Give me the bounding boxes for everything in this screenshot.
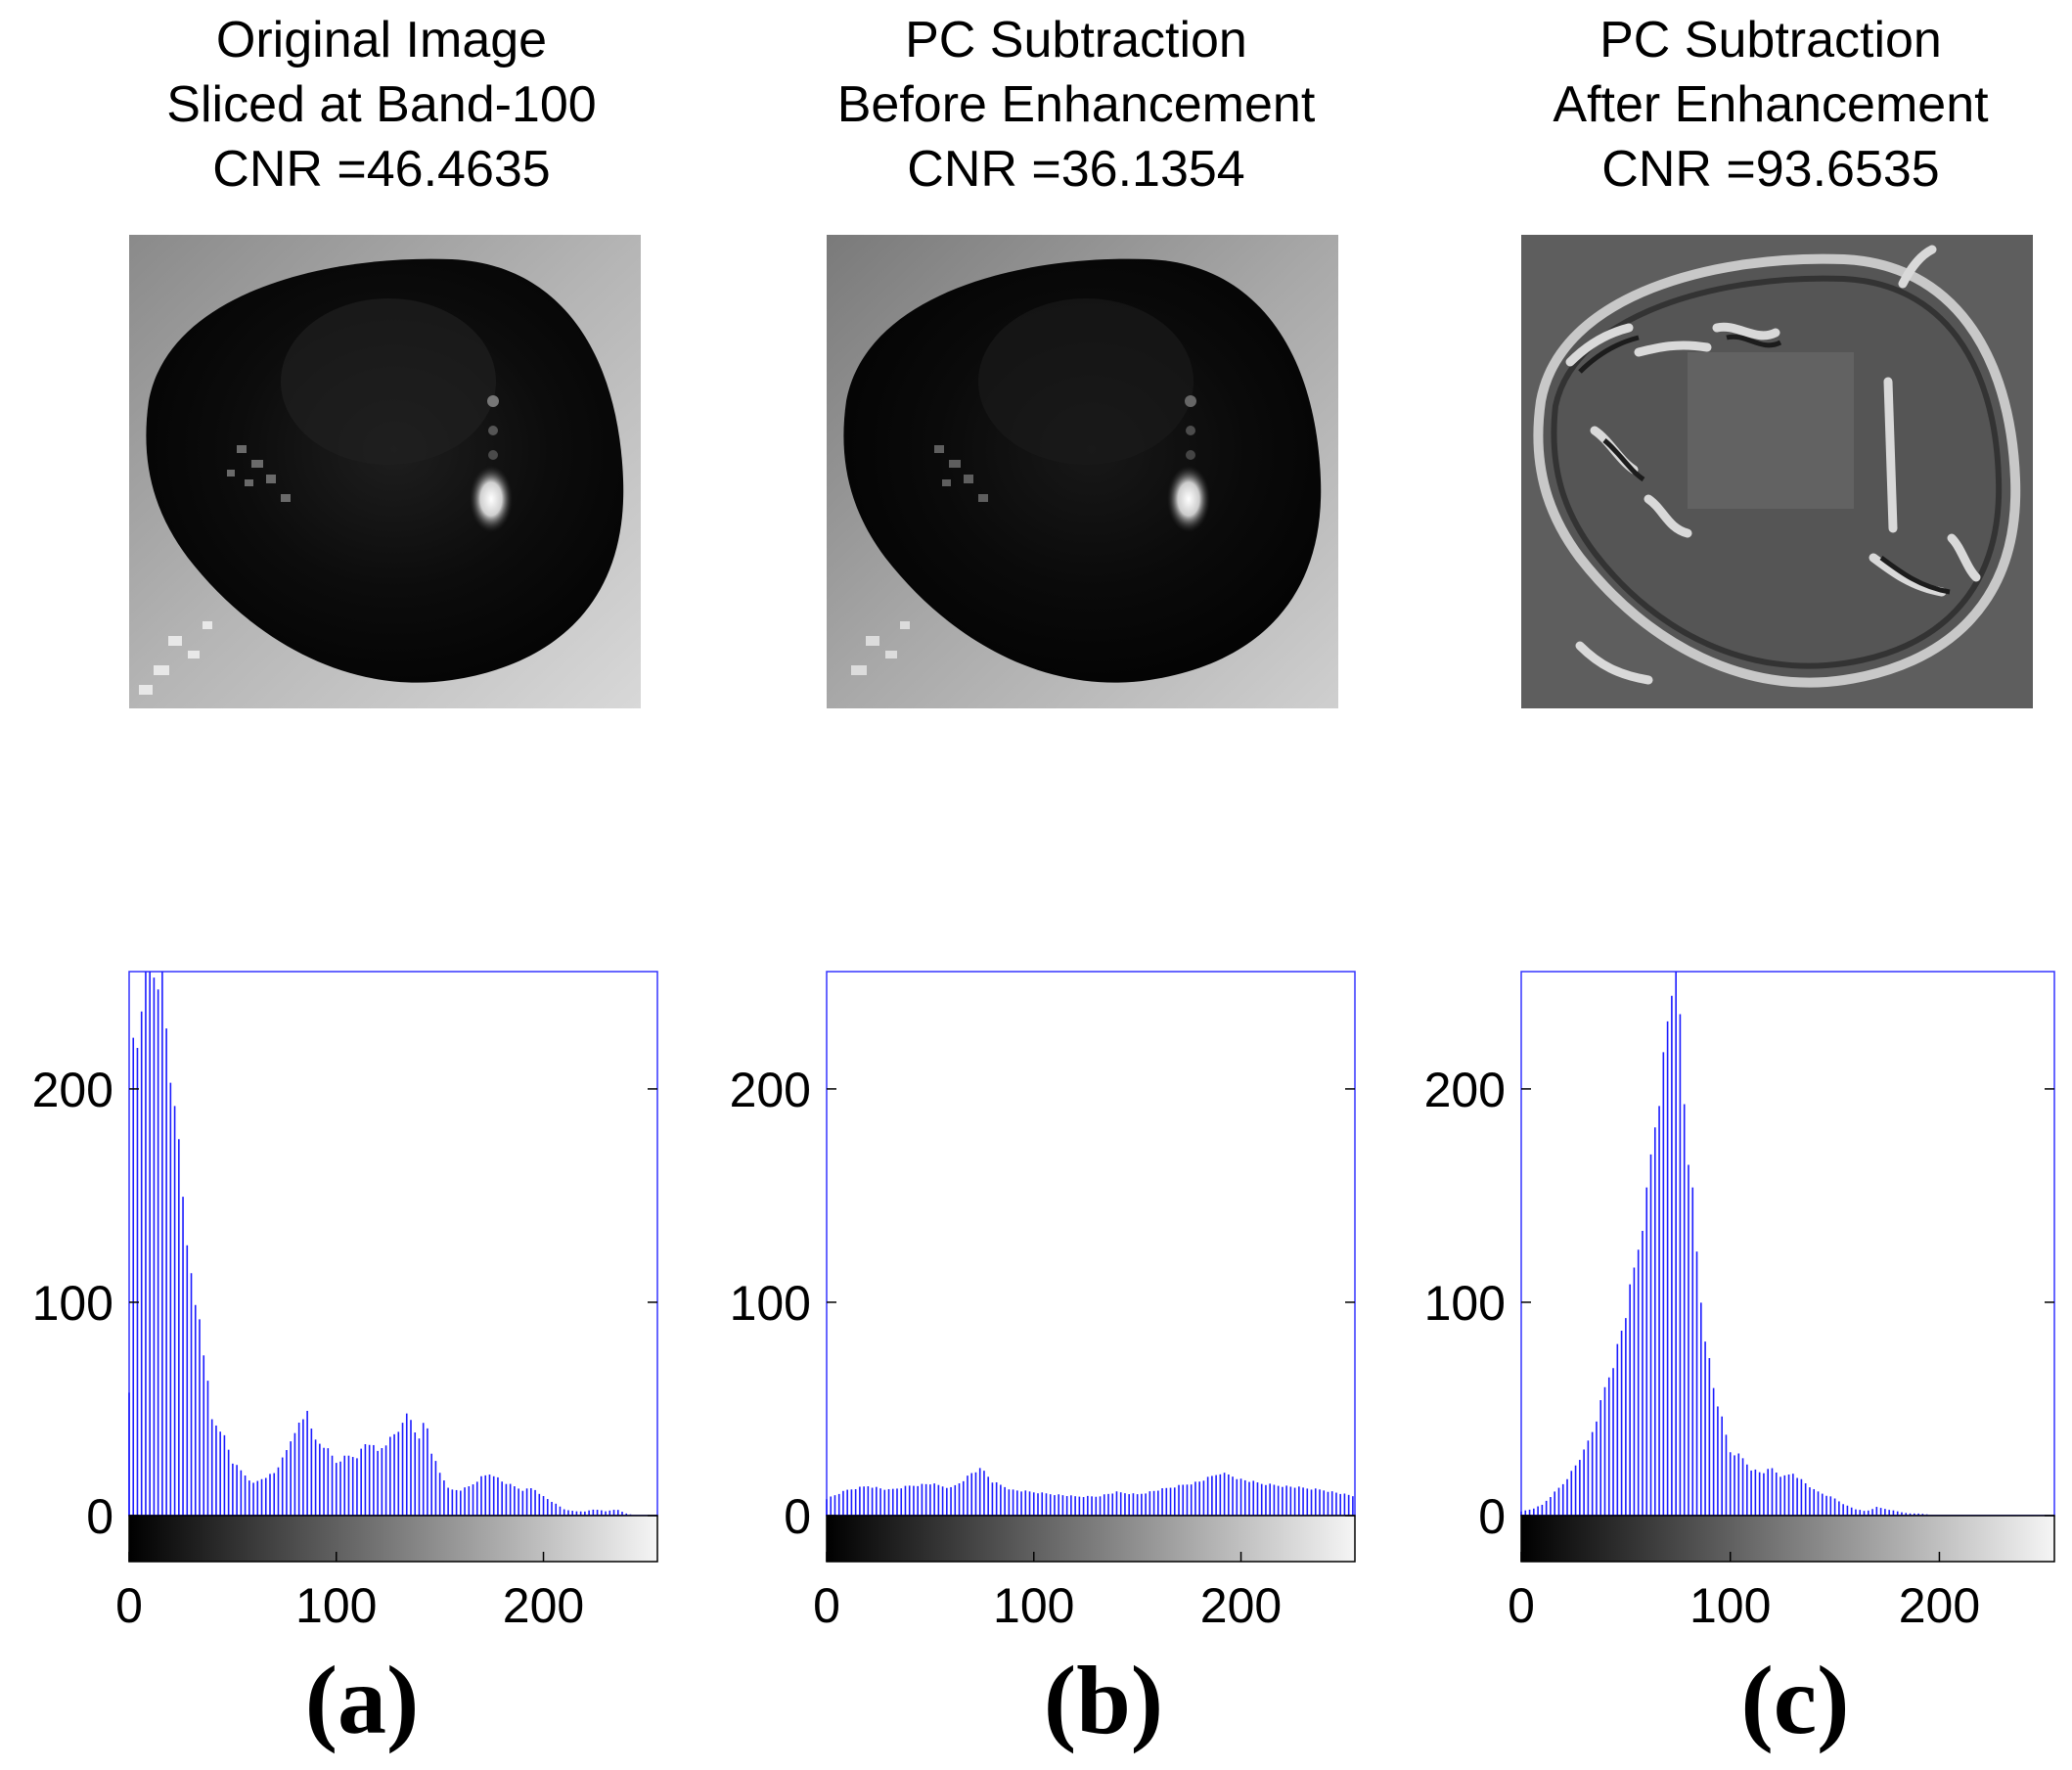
y-tick-label: 0	[86, 1489, 113, 1544]
title-b-line1: PC Subtraction	[905, 12, 1247, 68]
title-a-line3: CNR =46.4635	[212, 141, 551, 198]
x-tick-label: 0	[813, 1578, 840, 1633]
y-tick-label: 200	[730, 1063, 811, 1117]
eye-image-original	[129, 235, 641, 708]
histogram-panel-b: 0 100 200 0 100 200	[730, 971, 1356, 1633]
x-tick-label: 200	[1899, 1578, 1980, 1633]
histogram-frame	[128, 971, 658, 1517]
title-c-line3: CNR =93.6535	[1601, 141, 1940, 198]
histogram-frame	[1520, 971, 2055, 1517]
panel-label-a: (a)	[304, 1646, 420, 1754]
y-tick-label: 200	[32, 1063, 113, 1117]
title-b-line3: CNR =36.1354	[907, 141, 1245, 198]
eye-image-before-svg	[827, 235, 1338, 708]
x-tick-label: 100	[993, 1578, 1074, 1633]
title-a-line1: Original Image	[215, 12, 548, 68]
y-tick-label: 100	[730, 1276, 811, 1331]
histogram-panel-c: 0 100 200 0 100 200	[1424, 971, 2055, 1633]
histogram-panel-a: 0 100 200 0 100 200	[32, 971, 658, 1633]
title-b-line2: Before Enhancement	[836, 76, 1316, 133]
graylevel-colorbar	[1520, 1515, 2055, 1563]
eye-image-after	[1521, 235, 2033, 708]
panel-label-c: (c)	[1740, 1646, 1850, 1754]
y-tick-label: 200	[1424, 1063, 1506, 1117]
title-c-line1: PC Subtraction	[1599, 12, 1942, 68]
histogram-frame	[826, 971, 1356, 1517]
y-tick-label: 0	[1478, 1489, 1506, 1544]
title-a-line2: Sliced at Band-100	[166, 76, 597, 133]
x-tick-label: 0	[1508, 1578, 1535, 1633]
x-tick-label: 0	[115, 1578, 143, 1633]
y-tick-label: 100	[1424, 1276, 1506, 1331]
graylevel-colorbar	[826, 1515, 1356, 1563]
panel-label-b: (b)	[1043, 1646, 1164, 1754]
x-tick-label: 200	[503, 1578, 584, 1633]
graylevel-colorbar	[128, 1515, 658, 1563]
y-tick-label: 100	[32, 1276, 113, 1331]
eye-image-original-svg	[129, 235, 641, 708]
title-a: Original Image Sliced at Band-100 CNR =4…	[98, 8, 665, 202]
x-tick-label: 100	[1689, 1578, 1771, 1633]
x-tick-label: 100	[295, 1578, 377, 1633]
eye-image-before	[827, 235, 1338, 708]
title-b: PC Subtraction Before Enhancement CNR =3…	[792, 8, 1360, 202]
title-c: PC Subtraction After Enhancement CNR =93…	[1487, 8, 2054, 202]
eye-image-after-svg	[1521, 235, 2033, 708]
title-c-line2: After Enhancement	[1553, 76, 1989, 133]
y-tick-label: 0	[784, 1489, 811, 1544]
x-tick-label: 200	[1200, 1578, 1282, 1633]
